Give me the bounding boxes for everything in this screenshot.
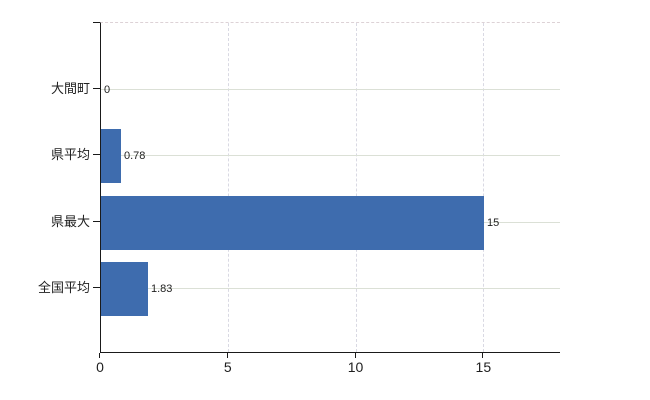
category-label: 大間町 <box>50 80 90 96</box>
bar <box>101 195 484 250</box>
bar <box>101 262 148 316</box>
h-gridline <box>101 288 560 289</box>
x-axis-tick <box>482 353 484 358</box>
value-label: 0.78 <box>124 150 146 162</box>
x-axis-tick <box>99 353 100 358</box>
v-gridline <box>355 23 357 352</box>
h-gridline <box>101 88 560 90</box>
x-axis-tick <box>354 353 356 358</box>
y-axis-tick <box>93 87 100 89</box>
value-label: 0 <box>104 83 111 96</box>
category-label: 県最大 <box>50 213 90 229</box>
h-gridline <box>101 155 560 156</box>
plot-area: 0 0.78 15 1.83 <box>100 22 560 353</box>
x-tick-label: 0 <box>96 359 104 375</box>
y-axis-tick <box>93 220 100 222</box>
y-axis-tick <box>93 154 100 155</box>
value-label: 15 <box>487 216 500 229</box>
x-axis-tick <box>226 353 228 358</box>
bar <box>101 129 121 183</box>
y-axis-tick <box>93 287 100 288</box>
x-tick-label: 15 <box>475 359 492 375</box>
x-tick-label: 5 <box>223 359 232 375</box>
v-gridline <box>483 23 485 352</box>
v-gridline <box>227 23 229 352</box>
y-axis-end-tick <box>93 22 100 23</box>
value-label: 1.83 <box>151 283 173 295</box>
category-label: 県平均 <box>50 147 90 162</box>
category-label: 全国平均 <box>37 280 90 295</box>
x-tick-label: 10 <box>347 359 364 375</box>
